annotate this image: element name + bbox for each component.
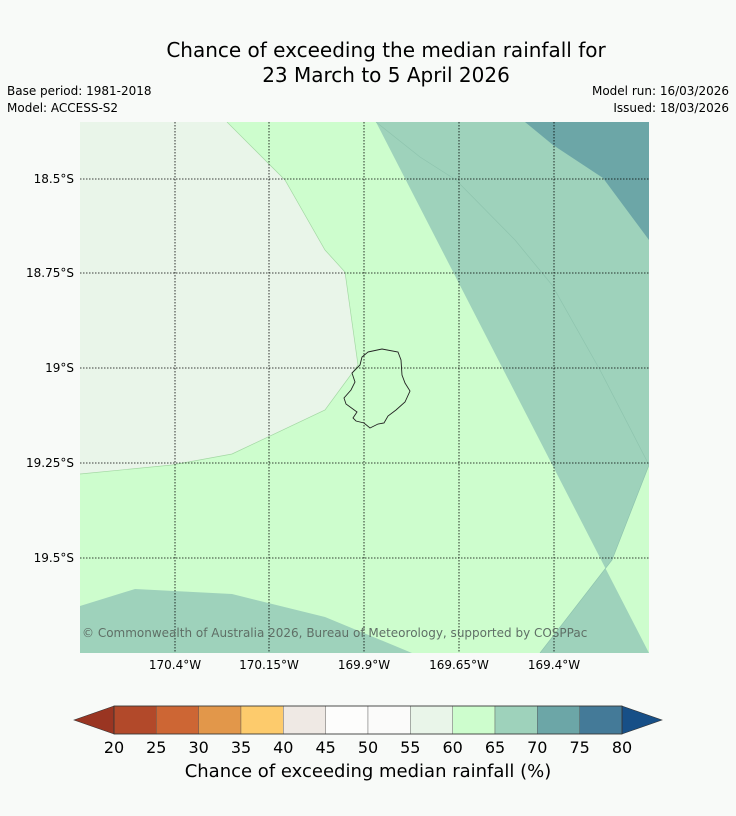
colorbar-cell <box>537 705 580 735</box>
colorbar-title: Chance of exceeding median rainfall (%) <box>184 761 552 782</box>
zone-65-70-south <box>80 589 412 653</box>
colorbar-cell <box>240 705 284 735</box>
title-line-1: Chance of exceeding the median rainfall … <box>166 38 606 62</box>
colorbar-tick: 40 <box>273 738 294 757</box>
zone-65-70-east <box>376 122 649 653</box>
colorbar-tick: 50 <box>357 738 379 757</box>
lat-label: 18.5°S <box>34 172 74 186</box>
colorbar-tick: 75 <box>569 738 590 757</box>
colorbar-tick: 45 <box>315 738 336 757</box>
colorbar <box>73 705 663 735</box>
map-area: © Commonwealth of Australia 2026, Bureau… <box>80 122 649 653</box>
colorbar-cell <box>579 705 623 735</box>
colorbar-cell <box>198 705 242 735</box>
colorbar-cell <box>410 705 453 735</box>
model-name: Model: ACCESS-S2 <box>7 101 119 115</box>
colorbar-tick: 70 <box>527 738 548 757</box>
lat-label: 18.75°S <box>26 266 74 280</box>
lat-label: 19°S <box>45 361 74 375</box>
lon-gridlines <box>174 122 555 653</box>
colorbar-cell <box>113 705 157 735</box>
meta-left: Base period: 1981-2018 Model: ACCESS-S2 <box>7 83 152 117</box>
colorbar-tick: 30 <box>188 738 209 757</box>
contour-line <box>375 122 649 653</box>
lon-label: 169.65°W <box>429 658 489 672</box>
colorbar-cell <box>325 705 369 735</box>
lon-label: 169.9°W <box>338 658 390 672</box>
colorbar-outline <box>113 705 623 735</box>
colorbar-tick: 20 <box>103 738 125 757</box>
colorbar-cell <box>494 705 538 735</box>
lon-label: 170.15°W <box>239 658 299 672</box>
lon-label: 169.4°W <box>528 658 580 672</box>
model-run: Model run: 16/03/2026 <box>591 84 729 98</box>
lat-label: 19.5°S <box>34 551 74 565</box>
colorbar-tick: 35 <box>230 738 252 757</box>
colorbar-over-arrow <box>621 705 663 735</box>
zone-70-75 <box>525 122 649 240</box>
colorbar-cell <box>367 705 411 735</box>
lon-labels: 170.4°W 170.15°W 169.9°W 169.65°W 169.4°… <box>149 658 580 672</box>
title-line-2: 23 March to 5 April 2026 <box>262 63 510 87</box>
lat-labels: 18.5°S 18.75°S 19°S 19.25°S 19.5°S <box>26 172 74 565</box>
contour-line <box>80 122 359 475</box>
colorbar-cell <box>283 705 326 735</box>
colorbar-tick: 65 <box>484 738 506 757</box>
colorbar-cell <box>156 705 199 735</box>
base-period: Base period: 1981-2018 <box>7 84 152 98</box>
island-outline <box>343 348 411 429</box>
colorbar-tick: 25 <box>146 738 167 757</box>
issued-date: Issued: 18/03/2026 <box>613 101 729 115</box>
colorbar-cell <box>452 705 496 735</box>
colorbar-under-arrow <box>73 705 115 735</box>
meta-right: Model run: 16/03/2026 Issued: 18/03/2026 <box>592 83 729 117</box>
lon-label: 170.4°W <box>149 658 201 672</box>
colorbar-tick: 80 <box>611 738 633 757</box>
zone-50-60 <box>80 122 358 474</box>
lat-label: 19.25°S <box>26 456 74 470</box>
map-title: Chance of exceeding the median rainfall … <box>0 38 736 88</box>
copyright-notice: © Commonwealth of Australia 2026, Bureau… <box>82 626 587 640</box>
colorbar-tick: 60 <box>442 738 463 757</box>
colorbar-tick: 55 <box>400 738 421 757</box>
